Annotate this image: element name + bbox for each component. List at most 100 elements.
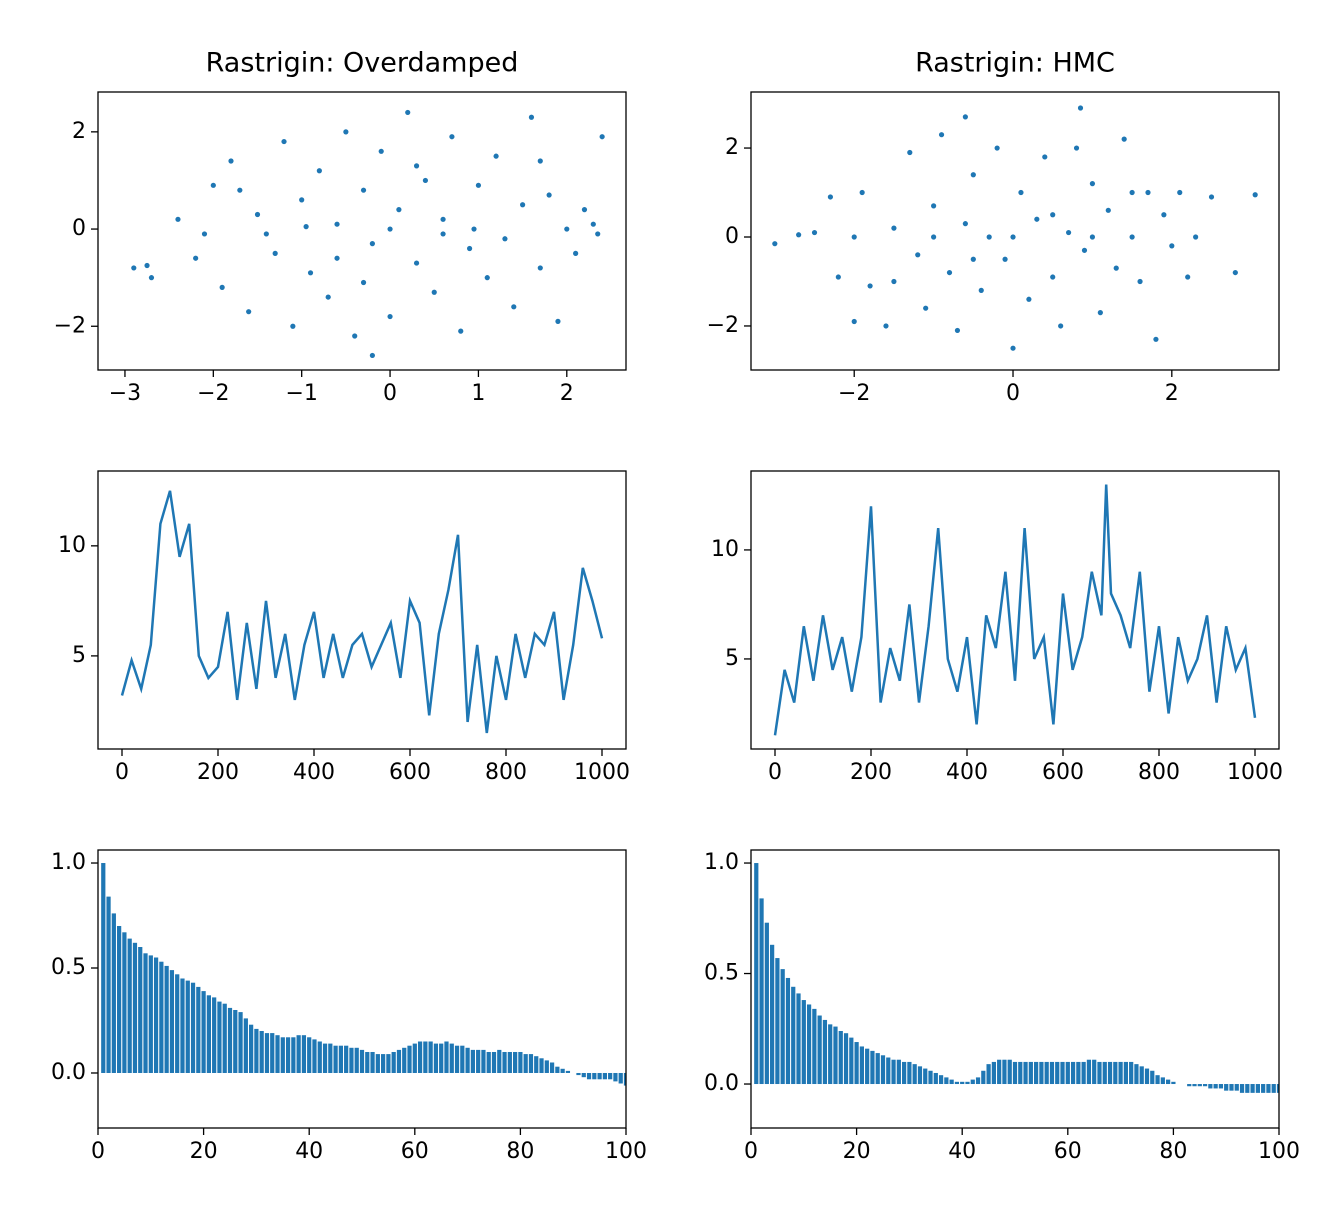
bar bbox=[1060, 1061, 1065, 1085]
point bbox=[923, 305, 929, 311]
bar bbox=[565, 1070, 571, 1073]
bar bbox=[433, 1043, 439, 1073]
bar bbox=[1150, 1070, 1155, 1085]
x-tick-label: 80 bbox=[1159, 1139, 1187, 1164]
bar bbox=[1276, 1084, 1279, 1093]
point bbox=[520, 202, 526, 208]
bar bbox=[576, 1072, 581, 1076]
bar bbox=[185, 980, 190, 1073]
point bbox=[201, 231, 208, 237]
bar bbox=[586, 1072, 592, 1080]
y-tick-label: 1.0 bbox=[704, 850, 739, 875]
bar bbox=[359, 1049, 365, 1073]
point bbox=[511, 304, 517, 310]
bar bbox=[381, 1054, 386, 1073]
x-tick-label: 0 bbox=[91, 1139, 105, 1164]
point bbox=[378, 148, 384, 154]
bar bbox=[592, 1072, 597, 1080]
y-tick-label: 0.0 bbox=[704, 1071, 739, 1096]
point bbox=[811, 229, 818, 236]
bar bbox=[312, 1039, 317, 1073]
bar bbox=[849, 1037, 854, 1085]
bar bbox=[132, 942, 138, 1073]
bar bbox=[423, 1041, 428, 1073]
bar bbox=[770, 944, 775, 1085]
bar bbox=[870, 1050, 875, 1085]
point bbox=[827, 194, 833, 200]
point bbox=[1193, 234, 1199, 240]
point bbox=[431, 289, 437, 295]
point bbox=[263, 231, 269, 237]
bar bbox=[534, 1056, 539, 1073]
point bbox=[537, 265, 543, 271]
point bbox=[246, 309, 252, 315]
point bbox=[466, 245, 473, 252]
bar bbox=[169, 970, 175, 1073]
bar bbox=[560, 1068, 565, 1073]
point bbox=[581, 207, 588, 213]
bar bbox=[544, 1060, 549, 1073]
bar bbox=[507, 1051, 512, 1073]
point bbox=[387, 313, 393, 320]
point bbox=[796, 232, 802, 238]
point bbox=[144, 262, 150, 269]
y-tick-label: 5 bbox=[72, 643, 86, 668]
bar bbox=[780, 969, 785, 1085]
bar bbox=[486, 1051, 491, 1073]
y-tick-label: 5 bbox=[725, 646, 739, 671]
y-tick-label: 0 bbox=[725, 224, 739, 249]
bar bbox=[880, 1055, 886, 1085]
x-tick-label: 1000 bbox=[1227, 760, 1283, 785]
point bbox=[369, 352, 375, 359]
bar bbox=[249, 1024, 254, 1073]
point bbox=[299, 197, 305, 203]
bar bbox=[859, 1046, 864, 1085]
bar bbox=[1070, 1061, 1076, 1085]
bar bbox=[775, 958, 780, 1085]
subplot-title: Rastrigin: HMC bbox=[915, 48, 1115, 79]
bar bbox=[1055, 1061, 1060, 1085]
bar bbox=[875, 1053, 880, 1085]
bar bbox=[111, 913, 116, 1073]
bar bbox=[1039, 1061, 1044, 1085]
point bbox=[986, 234, 992, 240]
bar bbox=[254, 1028, 259, 1073]
bar bbox=[354, 1047, 359, 1073]
bar bbox=[891, 1059, 896, 1085]
bar bbox=[602, 1072, 607, 1080]
point bbox=[1018, 189, 1024, 196]
x-tick-label: 400 bbox=[946, 760, 988, 785]
x-tick-label: 0 bbox=[1006, 381, 1020, 406]
bar bbox=[1139, 1066, 1144, 1085]
bar bbox=[1239, 1084, 1245, 1093]
bar bbox=[301, 1035, 307, 1073]
point bbox=[449, 134, 455, 140]
bar bbox=[1213, 1084, 1218, 1089]
bar bbox=[928, 1070, 933, 1085]
bar bbox=[238, 1012, 243, 1073]
bar bbox=[1197, 1084, 1202, 1087]
bar bbox=[1208, 1084, 1213, 1089]
point bbox=[369, 241, 375, 247]
bar bbox=[317, 1041, 322, 1073]
bar bbox=[106, 896, 111, 1073]
bar bbox=[439, 1043, 444, 1073]
bar bbox=[190, 982, 196, 1073]
x-tick-label: 1000 bbox=[574, 760, 630, 785]
bar bbox=[791, 986, 796, 1085]
point bbox=[1073, 145, 1080, 151]
x-tick-label: 2 bbox=[1165, 381, 1179, 406]
bar bbox=[581, 1072, 586, 1078]
bar bbox=[1102, 1061, 1107, 1085]
x-tick-label: 2 bbox=[560, 381, 574, 406]
point bbox=[1137, 278, 1143, 285]
point bbox=[962, 221, 968, 227]
point bbox=[440, 231, 446, 237]
bar bbox=[444, 1041, 449, 1073]
bar bbox=[275, 1035, 280, 1073]
x-tick-label: 800 bbox=[1138, 760, 1180, 785]
x-tick-label: 0 bbox=[768, 760, 782, 785]
bar bbox=[608, 1072, 613, 1080]
axes-frame bbox=[750, 849, 1280, 1129]
